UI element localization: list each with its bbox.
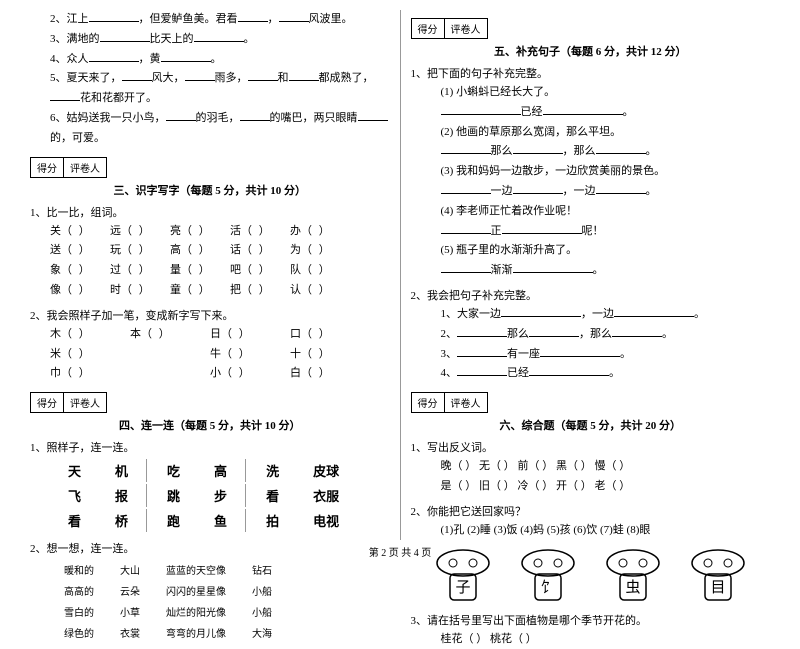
sec5-item-5b: 渐渐。	[441, 261, 771, 281]
sec5-q2-3: 3、有一座。	[441, 345, 771, 365]
sec6-q1: 1、写出反义词。	[411, 439, 771, 455]
sec5-item-3b: 一边，一边。	[441, 182, 771, 202]
sec5-item-2b: 那么，那么。	[441, 142, 771, 162]
svg-text:目: 目	[710, 580, 725, 596]
left-column: 2、江上，但爱鲈鱼美。君看，风波里。 3、满地的比天上的。 4、众人，黄。 5、…	[20, 10, 401, 540]
grader-label: 评卷人	[63, 157, 107, 178]
score-box-6: 得分 评卷人	[411, 392, 771, 413]
svg-text:子: 子	[455, 579, 470, 596]
mushroom-row: 子饣虫目	[421, 549, 761, 604]
question-5: 5、夏天来了，风大，雨多，和都成熟了，花和花都开了。	[50, 69, 390, 109]
antonym-row-2: 是（ ） 旧（ ） 冷（ ） 开（ ） 老（ ）	[441, 477, 771, 497]
score-box-4: 得分 评卷人	[30, 392, 390, 413]
score-box-5: 得分 评卷人	[411, 18, 771, 39]
sec5-item-5: (5) 瓶子里的水渐渐升高了。	[441, 241, 771, 261]
antonym-row-1: 晚（ ） 无（ ） 前（ ） 黑（ ） 慢（ ）	[441, 457, 771, 477]
section-4-title: 四、连一连（每题 5 分，共计 10 分）	[30, 417, 390, 433]
sec5-item-4b: 正呢！	[441, 222, 771, 242]
sec5-item-1b: 已经。	[441, 103, 771, 123]
sec5-q2: 2、我会把句子补充完整。	[411, 287, 771, 303]
sec5-item-4: (4) 李老师正忙着改作业呢！	[441, 202, 771, 222]
sec6-q2: 2、你能把它送回家吗？	[411, 503, 771, 519]
char-grid-2: 木（ ）本（ ）日（ ）口（ ）米（ ）牛（ ）十（ ）巾（ ）小（ ）白（ ）	[30, 325, 390, 384]
svg-text:虫: 虫	[625, 579, 640, 596]
sec6-q3-items: 桂花（ ） 桃花（ ）	[441, 630, 771, 649]
sec5-q2-1: 1、大家一边，一边。	[441, 305, 771, 325]
question-3: 3、满地的比天上的。	[50, 30, 390, 50]
section-3-title: 三、识字写字（每题 5 分，共计 10 分）	[30, 182, 390, 198]
score-box-3: 得分 评卷人	[30, 157, 390, 178]
section-5-title: 五、补充句子（每题 6 分，共计 12 分）	[411, 43, 771, 59]
svg-text:饣: 饣	[540, 579, 555, 596]
match-table-2: 暖和的大山蓝蓝的天空像钻石高高的云朵闪闪的星星像小船雪白的小草灿烂的阳光像小船绿…	[50, 558, 286, 644]
sec4-q1: 1、照样子，连一连。	[30, 439, 390, 455]
right-column: 得分 评卷人 五、补充句子（每题 6 分，共计 12 分） 1、把下面的句子补充…	[401, 10, 781, 540]
sec6-q3: 3、请在括号里写出下面植物是哪个季节开花的。	[411, 612, 771, 628]
sec5-item-3: (3) 我和妈妈一边散步，一边欣赏美丽的景色。	[441, 162, 771, 182]
question-2: 2、江上，但爱鲈鱼美。君看，风波里。	[50, 10, 390, 30]
sec5-q2-4: 4、已经。	[441, 364, 771, 384]
match-table-1: 天机吃高洗皮球飞报跳步看衣服看桥跑鱼拍电视	[50, 457, 357, 534]
sec5-item-1: (1) 小蝌蚪已经长大了。	[441, 83, 771, 103]
sec4-q2: 2、想一想，连一连。	[30, 540, 390, 556]
question-6: 6、姑妈送我一只小鸟，的羽毛，的嘴巴，两只眼睛的，可爱。	[50, 109, 390, 149]
sec5-item-2: (2) 他画的草原那么宽阔，那么平坦。	[441, 123, 771, 143]
section-6-title: 六、综合题（每题 5 分，共计 20 分）	[411, 417, 771, 433]
sec5-q1: 1、把下面的句子补充完整。	[411, 65, 771, 81]
sec3-q1: 1、比一比，组词。	[30, 204, 390, 220]
char-grid: 关（ ）远（ ）亮（ ）活（ ）办（ ）送（ ）玩（ ）高（ ）话（ ）为（ ）…	[30, 222, 390, 301]
sec5-q2-2: 2、那么，那么。	[441, 325, 771, 345]
score-label: 得分	[30, 157, 64, 178]
sec3-q2: 2、我会照样子加一笔，变成新字写下来。	[30, 307, 390, 323]
mushroom-labels: (1)孔 (2)睡 (3)饭 (4)蚂 (5)孩 (6)饮 (7)蛙 (8)眼	[441, 521, 771, 541]
question-4: 4、众人，黄。	[50, 50, 390, 70]
